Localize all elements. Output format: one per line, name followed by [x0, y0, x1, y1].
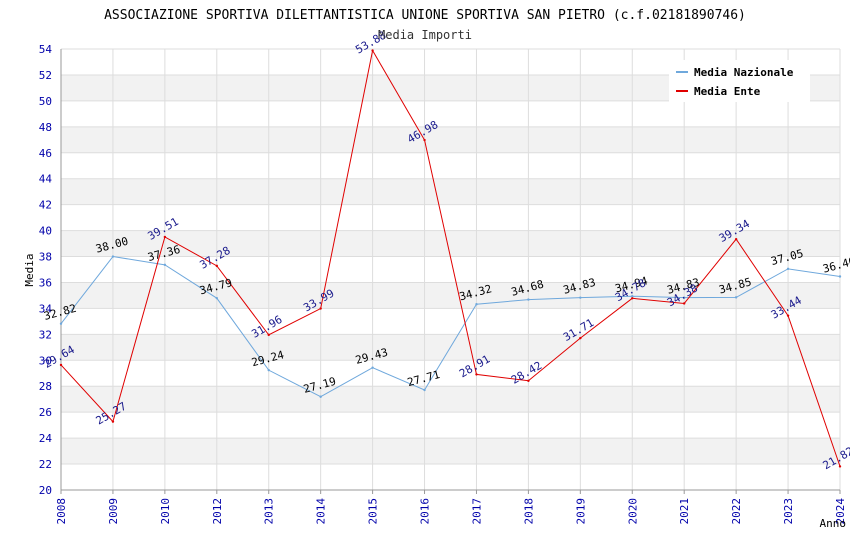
data-point-media-nazionale: [631, 295, 634, 298]
data-point-media-nazionale: [215, 296, 218, 300]
y-tick-label: 32: [39, 328, 52, 341]
x-axis-label: Anno: [820, 517, 847, 530]
data-point-media-nazionale: [423, 388, 426, 392]
grid-band: [61, 256, 840, 283]
data-point-media-ente: [111, 420, 115, 423]
data-point-media-ente: [215, 264, 218, 268]
data-point-media-ente: [631, 297, 634, 300]
grid-band: [61, 178, 840, 205]
data-point-media-ente: [734, 237, 738, 241]
x-tick-label: 2023: [782, 498, 795, 525]
data-point-media-ente: [423, 138, 426, 142]
data-point-media-nazionale: [579, 296, 582, 299]
y-tick-label: 38: [39, 251, 52, 264]
legend-box: [669, 60, 810, 102]
data-point-media-nazionale: [319, 395, 322, 398]
chart-subtitle: Media Importi: [378, 28, 472, 42]
data-point-media-ente: [371, 49, 374, 52]
x-tick-label: 2020: [626, 498, 639, 525]
chart-title: ASSOCIAZIONE SPORTIVA DILETTANTISTICA UN…: [104, 8, 746, 23]
data-point-media-ente: [475, 373, 478, 376]
x-tick-label: 2013: [263, 498, 276, 525]
x-tick-label: 2015: [367, 498, 380, 525]
grid-band: [61, 386, 840, 413]
y-tick-label: 34: [39, 302, 53, 315]
data-point-media-ente: [163, 235, 167, 239]
y-tick-label: 42: [39, 199, 52, 212]
series-line-media-nazionale: [60, 255, 841, 398]
x-tick-label: 2022: [730, 498, 743, 525]
x-tick-label: 2009: [107, 498, 120, 525]
data-point-media-nazionale: [838, 275, 842, 278]
data-point-media-ente: [527, 379, 530, 382]
x-tick-label: 2017: [470, 498, 483, 525]
y-tick-label: 28: [39, 380, 52, 393]
data-point-media-ente: [786, 314, 790, 317]
data-point-media-nazionale: [267, 368, 270, 372]
x-tick-label: 2018: [522, 498, 535, 525]
grid-band: [61, 100, 840, 127]
y-tick-label: 22: [39, 458, 52, 471]
y-tick-label: 44: [39, 173, 53, 186]
grid-band: [61, 438, 840, 465]
data-point-media-ente: [267, 333, 270, 337]
data-point-media-nazionale: [786, 267, 790, 271]
data-point-media-nazionale: [371, 366, 374, 369]
grid-band: [61, 360, 840, 387]
legend-label-media-nazionale: Media Nazionale: [694, 66, 794, 79]
y-tick-label: 26: [39, 406, 52, 419]
grid-band: [61, 412, 840, 439]
data-point-media-nazionale: [734, 296, 738, 299]
x-tick-label: 2024: [834, 498, 847, 525]
y-axis-label: Media: [23, 253, 36, 286]
x-tick-label: 2014: [315, 498, 328, 525]
y-tick-label: 52: [39, 69, 52, 82]
legend-label-media-ente: Media Ente: [694, 85, 761, 98]
grid-band: [61, 282, 840, 309]
y-tick-label: 46: [39, 147, 52, 160]
x-tick-label: 2010: [159, 498, 172, 525]
grid-band: [61, 464, 840, 490]
series-line-media-ente: [60, 49, 841, 467]
grid-band: [61, 230, 840, 257]
data-point-media-nazionale: [527, 298, 530, 301]
y-tick-label: 54: [39, 43, 53, 56]
y-tick-label: 48: [39, 121, 52, 134]
x-tick-label: 2021: [678, 498, 691, 525]
data-point-media-ente: [838, 465, 842, 468]
grid-band: [61, 204, 840, 231]
data-point-media-nazionale: [475, 303, 478, 306]
x-tick-label: 2008: [55, 498, 68, 525]
x-tick-label: 2016: [419, 498, 432, 525]
y-tick-label: 50: [39, 95, 52, 108]
y-tick-label: 40: [39, 225, 52, 238]
grid-band: [61, 152, 840, 179]
y-tick-label: 30: [39, 354, 52, 367]
data-point-media-nazionale: [163, 263, 167, 267]
x-tick-label: 2012: [211, 498, 224, 525]
grid-band: [61, 126, 840, 153]
data-point-media-ente: [319, 307, 322, 310]
y-tick-label: 24: [39, 432, 53, 445]
y-tick-label: 36: [39, 276, 52, 289]
data-point-media-ente: [579, 336, 582, 340]
data-point-media-nazionale: [59, 322, 63, 325]
grid-band: [61, 308, 840, 335]
data-point-media-nazionale: [683, 296, 686, 299]
data-point-media-ente: [59, 363, 63, 367]
data-point-media-ente: [683, 302, 686, 305]
y-tick-label: 20: [39, 484, 52, 497]
data-point-media-nazionale: [111, 255, 115, 258]
x-tick-label: 2019: [574, 498, 587, 525]
